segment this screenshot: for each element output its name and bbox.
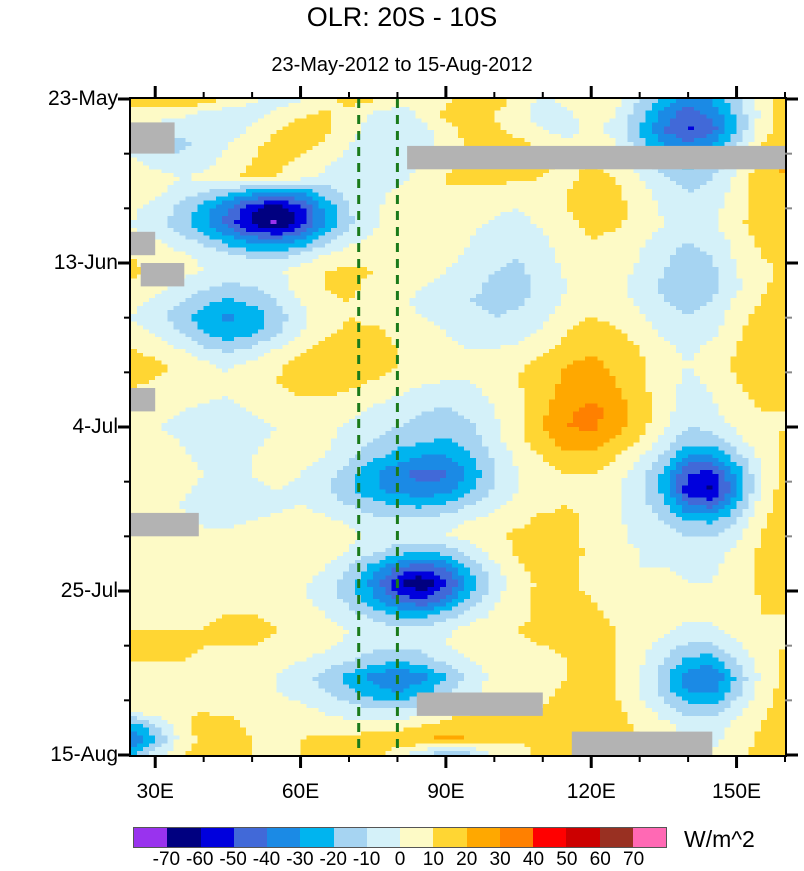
colorbar-tick-label: -30 bbox=[286, 849, 314, 870]
colorbar-swatch bbox=[267, 828, 301, 847]
colorbar-tick-label: -70 bbox=[152, 849, 181, 870]
colorbar-swatch bbox=[499, 828, 533, 847]
colorbar-swatch bbox=[233, 828, 267, 847]
y-tick-label: 4-Jul bbox=[72, 415, 118, 438]
colorbar-swatch bbox=[200, 828, 234, 847]
colorbar-tick-labels: -70 -60 -50 -40 -30 -20 -10 0 10 20 30 40 50 60 70 bbox=[133, 849, 667, 871]
page-subtitle: 23-May-2012 to 15-Aug-2012 bbox=[271, 54, 533, 76]
colorbar-swatch bbox=[167, 828, 201, 847]
x-tick-label: 90E bbox=[427, 780, 465, 803]
colorbar-swatch bbox=[333, 828, 367, 847]
colorbar-tick-label: 20 bbox=[456, 849, 478, 870]
colorbar-swatch bbox=[400, 828, 434, 847]
colorbar-tick-label: 0 bbox=[394, 849, 406, 870]
contour-field bbox=[131, 99, 785, 755]
colorbar-swatch bbox=[300, 828, 334, 847]
y-tick-label: 15-Aug bbox=[50, 743, 118, 766]
colorbar bbox=[133, 827, 667, 848]
colorbar-tick-label: -10 bbox=[352, 849, 381, 870]
y-axis-labels: 23-May 13-Jun 4-Jul 25-Jul 15-Aug bbox=[0, 87, 118, 766]
colorbar-units-label: W/m^2 bbox=[684, 826, 755, 852]
x-tick-label: 150E bbox=[712, 780, 762, 803]
colorbar-swatch bbox=[134, 828, 168, 847]
colorbar-tick-label: -20 bbox=[319, 849, 347, 870]
colorbar-swatch bbox=[632, 828, 666, 847]
colorbar-tick-label: 50 bbox=[556, 849, 578, 870]
colorbar-tick-label: 40 bbox=[522, 849, 545, 870]
colorbar-swatch bbox=[533, 828, 567, 847]
colorbar-tick-label: 60 bbox=[589, 849, 611, 870]
colorbar-swatch bbox=[566, 828, 600, 847]
x-tick-label: 60E bbox=[281, 780, 320, 803]
y-tick-label: 25-Jul bbox=[60, 579, 118, 602]
colorbar-swatch bbox=[599, 828, 633, 847]
colorbar-tick-label: 70 bbox=[623, 849, 645, 870]
x-tick-label: 120E bbox=[566, 780, 616, 803]
y-tick-label: 13-Jun bbox=[53, 251, 118, 274]
colorbar-swatch bbox=[433, 828, 467, 847]
colorbar-tick-label: 30 bbox=[489, 849, 511, 870]
x-tick-label: 30E bbox=[136, 780, 174, 803]
colorbar-swatch bbox=[366, 828, 400, 847]
x-axis-labels: 30E 60E 90E 120E 150E bbox=[131, 780, 785, 810]
plot-area bbox=[129, 97, 787, 757]
y-tick-label: 23-May bbox=[47, 87, 118, 110]
colorbar-tick-label: 10 bbox=[422, 849, 444, 870]
colorbar-tick-label: -40 bbox=[252, 849, 281, 870]
page-title: OLR: 20S - 10S bbox=[306, 2, 498, 32]
colorbar-tick-label: -60 bbox=[186, 849, 214, 870]
colorbar-swatch bbox=[466, 828, 500, 847]
colorbar-tick-label: -50 bbox=[219, 849, 247, 870]
